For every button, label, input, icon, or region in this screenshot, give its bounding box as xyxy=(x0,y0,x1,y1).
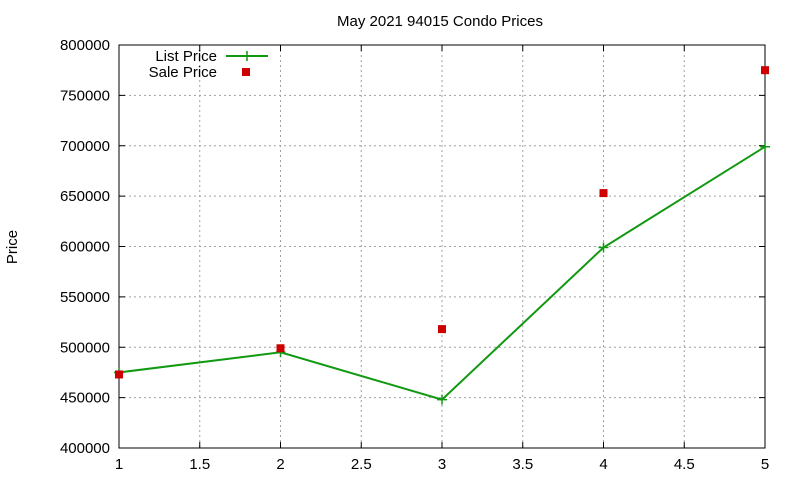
x-tick-label: 4.5 xyxy=(674,456,695,473)
y-tick-label: 700000 xyxy=(60,138,110,155)
sale-price-point xyxy=(115,370,123,379)
sale-price-point xyxy=(276,344,285,353)
x-tick-label: 2.5 xyxy=(351,456,372,473)
y-tick-label: 650000 xyxy=(60,188,110,205)
legend-label: Sale Price xyxy=(149,64,217,81)
y-tick-label: 750000 xyxy=(60,87,110,104)
y-tick-label: 500000 xyxy=(60,339,110,356)
list-price-point xyxy=(437,394,447,405)
grid xyxy=(119,45,765,448)
list-price-point xyxy=(760,141,770,152)
x-tick-label: 3.5 xyxy=(512,456,533,473)
axis-ticks: 1 1.5 2 2.5 3 3.5 4 4.5 5 400000 450000 500000 55000… xyxy=(60,37,769,473)
list-price-point xyxy=(598,242,609,253)
series-layer xyxy=(114,66,770,405)
sale-price-point xyxy=(599,189,608,198)
x-tick-label: 4 xyxy=(599,456,607,473)
y-tick-label: 800000 xyxy=(60,37,110,54)
sale-price-point xyxy=(438,325,446,334)
chart-title: May 2021 94015 Condo Prices xyxy=(337,13,543,30)
y-tick-label: 550000 xyxy=(60,289,110,306)
legend-square-swatch xyxy=(242,68,250,76)
y-axis-label: Price xyxy=(4,230,21,264)
legend-label: List Price xyxy=(155,48,217,65)
x-tick-label: 2 xyxy=(276,456,284,473)
legend-plus-swatch xyxy=(242,51,252,61)
x-tick-label: 3 xyxy=(438,456,446,473)
x-tick-label: 1 xyxy=(115,456,123,473)
sale-price-point xyxy=(761,66,769,75)
y-tick-label: 400000 xyxy=(60,440,110,457)
y-tick-label: 600000 xyxy=(60,239,110,256)
x-tick-label: 1.5 xyxy=(189,456,210,473)
x-tick-label: 5 xyxy=(761,456,769,473)
y-tick-label: 450000 xyxy=(60,390,110,407)
